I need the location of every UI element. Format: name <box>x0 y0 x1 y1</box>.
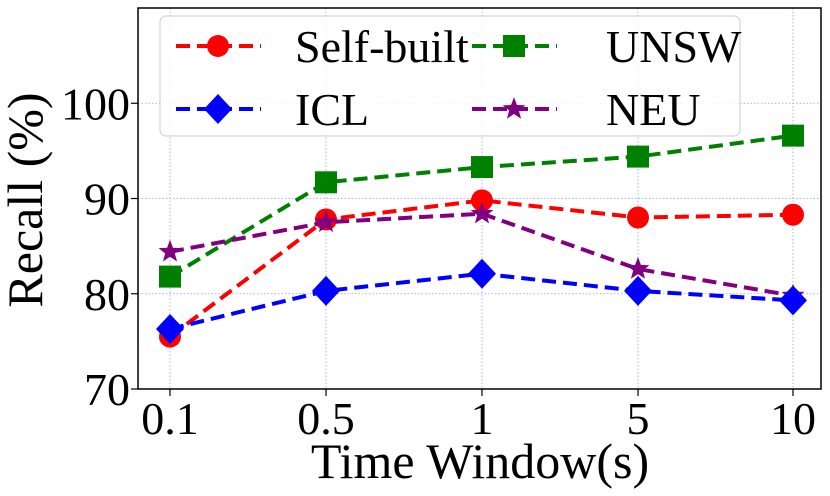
y-tick-label: 70 <box>84 364 130 415</box>
legend-item-unsw: UNSW <box>472 21 742 72</box>
legend-label-neu: NEU <box>606 84 701 135</box>
data-point-icl <box>624 275 652 306</box>
data-point-unsw <box>782 124 804 147</box>
data-point-unsw <box>471 156 493 179</box>
x-tick-label: 0.5 <box>297 393 355 444</box>
data-point-unsw <box>315 171 337 194</box>
data-point-neu <box>470 201 494 224</box>
legend-item-icl: ICL <box>176 84 369 135</box>
x-axis-label: Time Window(s) <box>311 433 649 489</box>
data-point-self-built <box>471 189 493 212</box>
x-tick-label: 10 <box>770 393 816 444</box>
x-tick-label: 5 <box>627 393 650 444</box>
data-point-self-built <box>782 203 804 226</box>
data-point-neu <box>314 210 338 232</box>
legend-marker-neu <box>502 97 526 119</box>
series-line-self-built <box>168 198 794 339</box>
legend-label-self-built: Self-built <box>295 21 469 72</box>
series-layer <box>156 124 807 348</box>
y-axis-label: Recall (%) <box>0 92 53 307</box>
data-point-icl <box>312 275 340 306</box>
series-icl <box>156 258 807 344</box>
series-unsw <box>159 124 804 288</box>
data-point-unsw <box>627 145 649 168</box>
data-point-neu <box>158 239 182 262</box>
data-point-unsw <box>159 265 181 288</box>
tick-layer: 0.1 0.5 1 5 10 70 80 90 100 <box>61 78 816 444</box>
y-tick-label: 90 <box>84 174 130 225</box>
y-tick-label: 100 <box>61 78 130 129</box>
data-point-icl <box>779 285 807 316</box>
data-point-self-built <box>627 206 649 229</box>
y-tick-label: 80 <box>84 269 130 320</box>
legend-label-unsw: UNSW <box>606 21 742 72</box>
legend-marker-icl <box>204 94 232 124</box>
legend-marker-self-built <box>207 35 229 57</box>
legend-item-neu: NEU <box>472 84 701 135</box>
data-point-neu <box>626 257 650 279</box>
legend-box <box>159 15 741 137</box>
legend-item-self-built: Self-built <box>176 21 469 72</box>
x-tick-label: 0.1 <box>141 393 199 444</box>
legend-marker-unsw <box>503 35 525 57</box>
legend: Self-built UNSW ICL NEU <box>159 15 742 137</box>
data-point-icl <box>468 258 496 289</box>
data-point-icl <box>156 313 184 344</box>
x-tick-label: 1 <box>471 393 494 444</box>
legend-label-icl: ICL <box>295 84 369 135</box>
